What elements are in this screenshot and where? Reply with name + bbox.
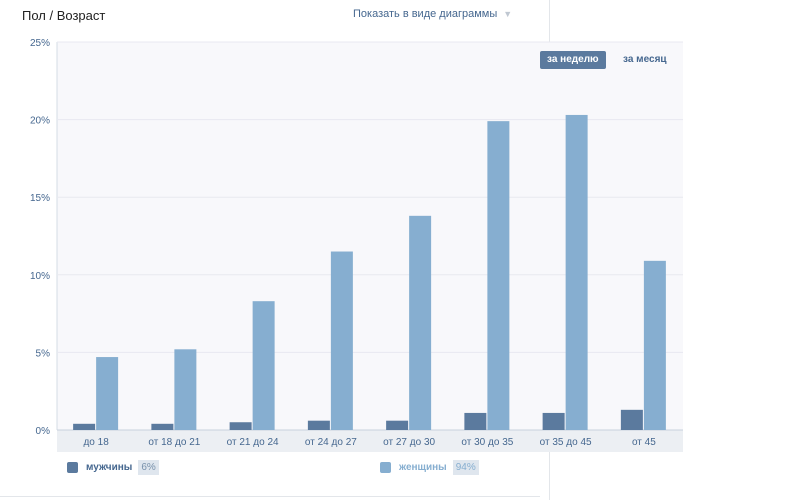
bar-men (542, 412, 565, 430)
plot-area (57, 42, 683, 430)
bar-women (643, 260, 666, 430)
bar-men (620, 409, 643, 430)
y-tick-label: 10% (30, 271, 50, 282)
chevron-down-icon: ▼ (503, 9, 513, 19)
x-tick-label: до 18 (83, 437, 109, 448)
bar-women (252, 301, 275, 430)
bar-women (96, 357, 119, 430)
bar-women (565, 114, 588, 430)
x-tick-label: от 35 до 45 (540, 437, 592, 448)
x-tick-label: от 27 до 30 (383, 437, 435, 448)
legend-men[interactable]: мужчины 6% (67, 460, 159, 475)
divider (0, 496, 540, 497)
legend-swatch (67, 462, 78, 473)
bar-women (330, 251, 353, 430)
x-tick-label: от 24 до 27 (305, 437, 357, 448)
legend-pct: 6% (138, 460, 159, 475)
bar-men (151, 423, 174, 430)
legend-swatch (380, 462, 391, 473)
bar-men (229, 422, 252, 430)
x-tick-label: от 30 до 35 (461, 437, 513, 448)
bar-women (174, 349, 197, 430)
y-tick-label: 20% (30, 116, 50, 127)
bar-women (409, 215, 432, 430)
bar-men (464, 412, 487, 430)
bar-men (307, 420, 330, 430)
legend-label: женщины (399, 462, 447, 473)
legend-label: мужчины (86, 462, 133, 473)
view-toggle[interactable]: Показать в виде диаграммы ▼ (353, 8, 512, 20)
y-tick-label: 15% (30, 193, 50, 204)
x-axis-band (57, 430, 683, 452)
legend-women[interactable]: женщины 94% (380, 460, 479, 475)
period-week-button[interactable]: за неделю (540, 51, 606, 69)
bar-women (487, 121, 510, 430)
y-tick-label: 25% (30, 38, 50, 49)
y-tick-label: 0% (36, 426, 51, 437)
y-tick-label: 5% (36, 348, 51, 359)
x-tick-label: от 21 до 24 (227, 437, 279, 448)
x-tick-label: от 18 до 21 (148, 437, 200, 448)
x-tick-label: от 45 (632, 437, 656, 448)
view-toggle-label: Показать в виде диаграммы (353, 8, 498, 20)
bar-men (386, 420, 409, 430)
legend-pct: 94% (452, 460, 479, 475)
period-month-button[interactable]: за месяц (623, 54, 667, 65)
page-title: Пол / Возраст (22, 8, 106, 23)
bar-men (73, 423, 96, 430)
